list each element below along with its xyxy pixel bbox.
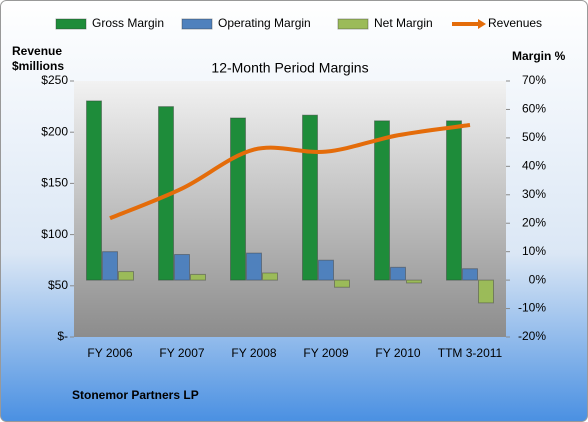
bar <box>262 272 278 281</box>
y-tick-label: $150 <box>41 176 68 190</box>
bar <box>374 120 390 281</box>
y-tick-label: $250 <box>41 73 68 87</box>
legend-label: Revenues <box>488 16 542 30</box>
bar <box>390 266 406 281</box>
plot-area <box>74 81 506 337</box>
footer: Stonemor Partners LP <box>72 388 199 402</box>
line <box>109 123 471 221</box>
y2-tick-label: 0% <box>529 272 547 286</box>
bar <box>318 259 334 281</box>
bar <box>174 254 190 281</box>
y-axis-label: Revenue <box>12 44 62 58</box>
y-tick-label: $100 <box>41 227 68 241</box>
bar <box>478 279 494 304</box>
legend-icon <box>337 18 369 30</box>
x-tick-label: FY 2006 <box>87 346 132 360</box>
bar <box>118 271 134 281</box>
bar <box>334 279 350 288</box>
x-tick-label: FY 2007 <box>159 346 204 360</box>
legend-label: Operating Margin <box>218 16 311 30</box>
y2-tick-label: 50% <box>522 130 546 144</box>
y-tick-label: $200 <box>41 124 68 138</box>
y2-tick-label: 30% <box>522 187 546 201</box>
y2-axis-label: Margin % <box>512 49 566 63</box>
y-tick-label: $- <box>57 329 68 343</box>
x-tick-label: TTM 3-2011 <box>438 346 503 360</box>
bar <box>190 273 206 281</box>
legend-label: Gross Margin <box>92 16 164 30</box>
y2-tick-label: 60% <box>522 102 546 116</box>
bar <box>86 100 102 281</box>
bar <box>302 114 318 281</box>
bar <box>102 251 118 281</box>
bar <box>406 279 422 284</box>
y2-tick-label: -10% <box>518 301 546 315</box>
bar <box>230 117 246 281</box>
legend-label: Net Margin <box>374 16 433 30</box>
bar <box>462 268 478 281</box>
legend-icon <box>181 18 213 30</box>
chart-title: 12-Month Period Margins <box>211 60 368 76</box>
x-tick-label: FY 2010 <box>375 346 420 360</box>
y2-tick-label: 20% <box>522 215 546 229</box>
y2-tick-label: 70% <box>522 73 546 87</box>
bar <box>446 120 462 281</box>
legend-icon <box>55 18 87 30</box>
bar <box>246 252 262 281</box>
y-tick-label: $50 <box>48 278 68 292</box>
y-axis-label: $millions <box>12 59 64 73</box>
y2-tick-label: 40% <box>522 159 546 173</box>
y2-tick-label: 10% <box>522 244 546 258</box>
legend-icon <box>478 19 486 29</box>
x-tick-label: FY 2009 <box>303 346 348 360</box>
x-tick-label: FY 2008 <box>231 346 276 360</box>
y2-tick-label: -20% <box>518 329 546 343</box>
